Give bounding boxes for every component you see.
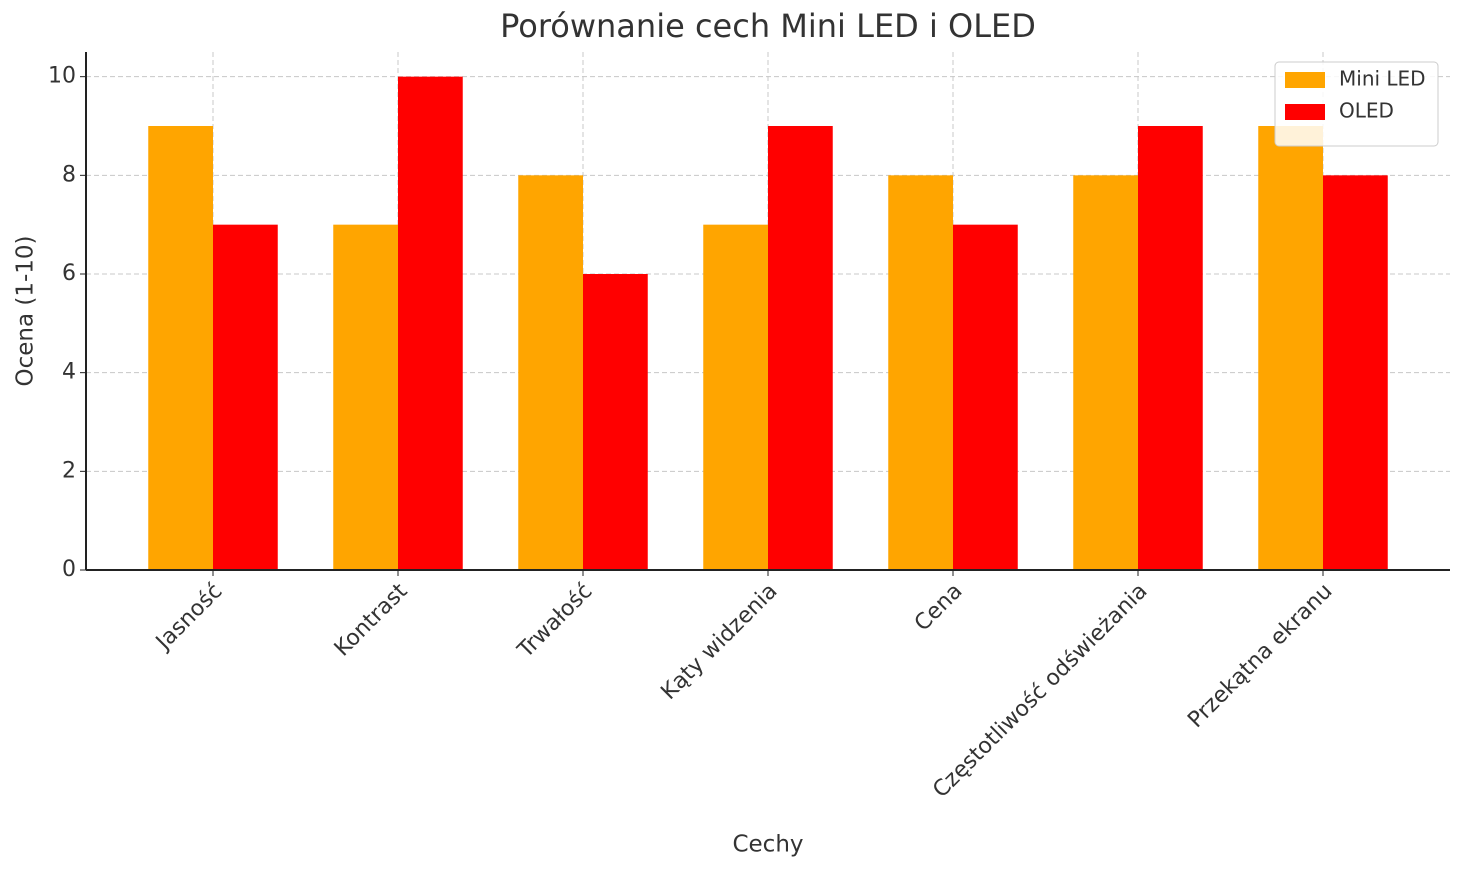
bar (1323, 175, 1388, 571)
bar (953, 224, 1018, 570)
legend-label: Mini LED (1339, 67, 1426, 91)
y-tick-label: 10 (48, 64, 76, 89)
bar (213, 224, 278, 570)
bar (148, 126, 213, 570)
bar (768, 126, 833, 570)
y-tick-label: 2 (62, 458, 76, 483)
legend: Mini LED OLED (1274, 61, 1439, 147)
bar (1073, 175, 1138, 571)
y-tick-label: 6 (62, 261, 76, 286)
x-tick-label: Jasność (150, 579, 227, 656)
bar (518, 175, 583, 571)
legend-swatch (1285, 72, 1325, 88)
x-tick-label: Kąty widzenia (656, 579, 782, 705)
x-tick-label: Kontrast (330, 579, 413, 662)
y-tick-label: 8 (62, 162, 76, 187)
bar (398, 76, 463, 571)
x-axis-label: Cechy (732, 832, 803, 858)
bar (888, 175, 953, 571)
y-axis-label: Ocena (1-10) (13, 235, 39, 386)
bar (583, 274, 648, 570)
y-tick-label: 0 (62, 557, 76, 582)
bar (333, 224, 398, 570)
legend-swatch (1285, 104, 1325, 120)
bar (1258, 126, 1323, 570)
legend-label: OLED (1339, 99, 1394, 123)
x-tick-label: Trwałość (513, 579, 598, 664)
bar (1138, 126, 1203, 570)
x-tick-label: Przekątna ekranu (1183, 579, 1337, 733)
x-tick-label: Częstotliwość odświeżania (928, 579, 1152, 803)
y-tick-label: 4 (62, 360, 76, 385)
x-tick-label: Cena (910, 579, 968, 637)
chart-title: Porównanie cech Mini LED i OLED (500, 7, 1036, 45)
bar (703, 224, 768, 570)
